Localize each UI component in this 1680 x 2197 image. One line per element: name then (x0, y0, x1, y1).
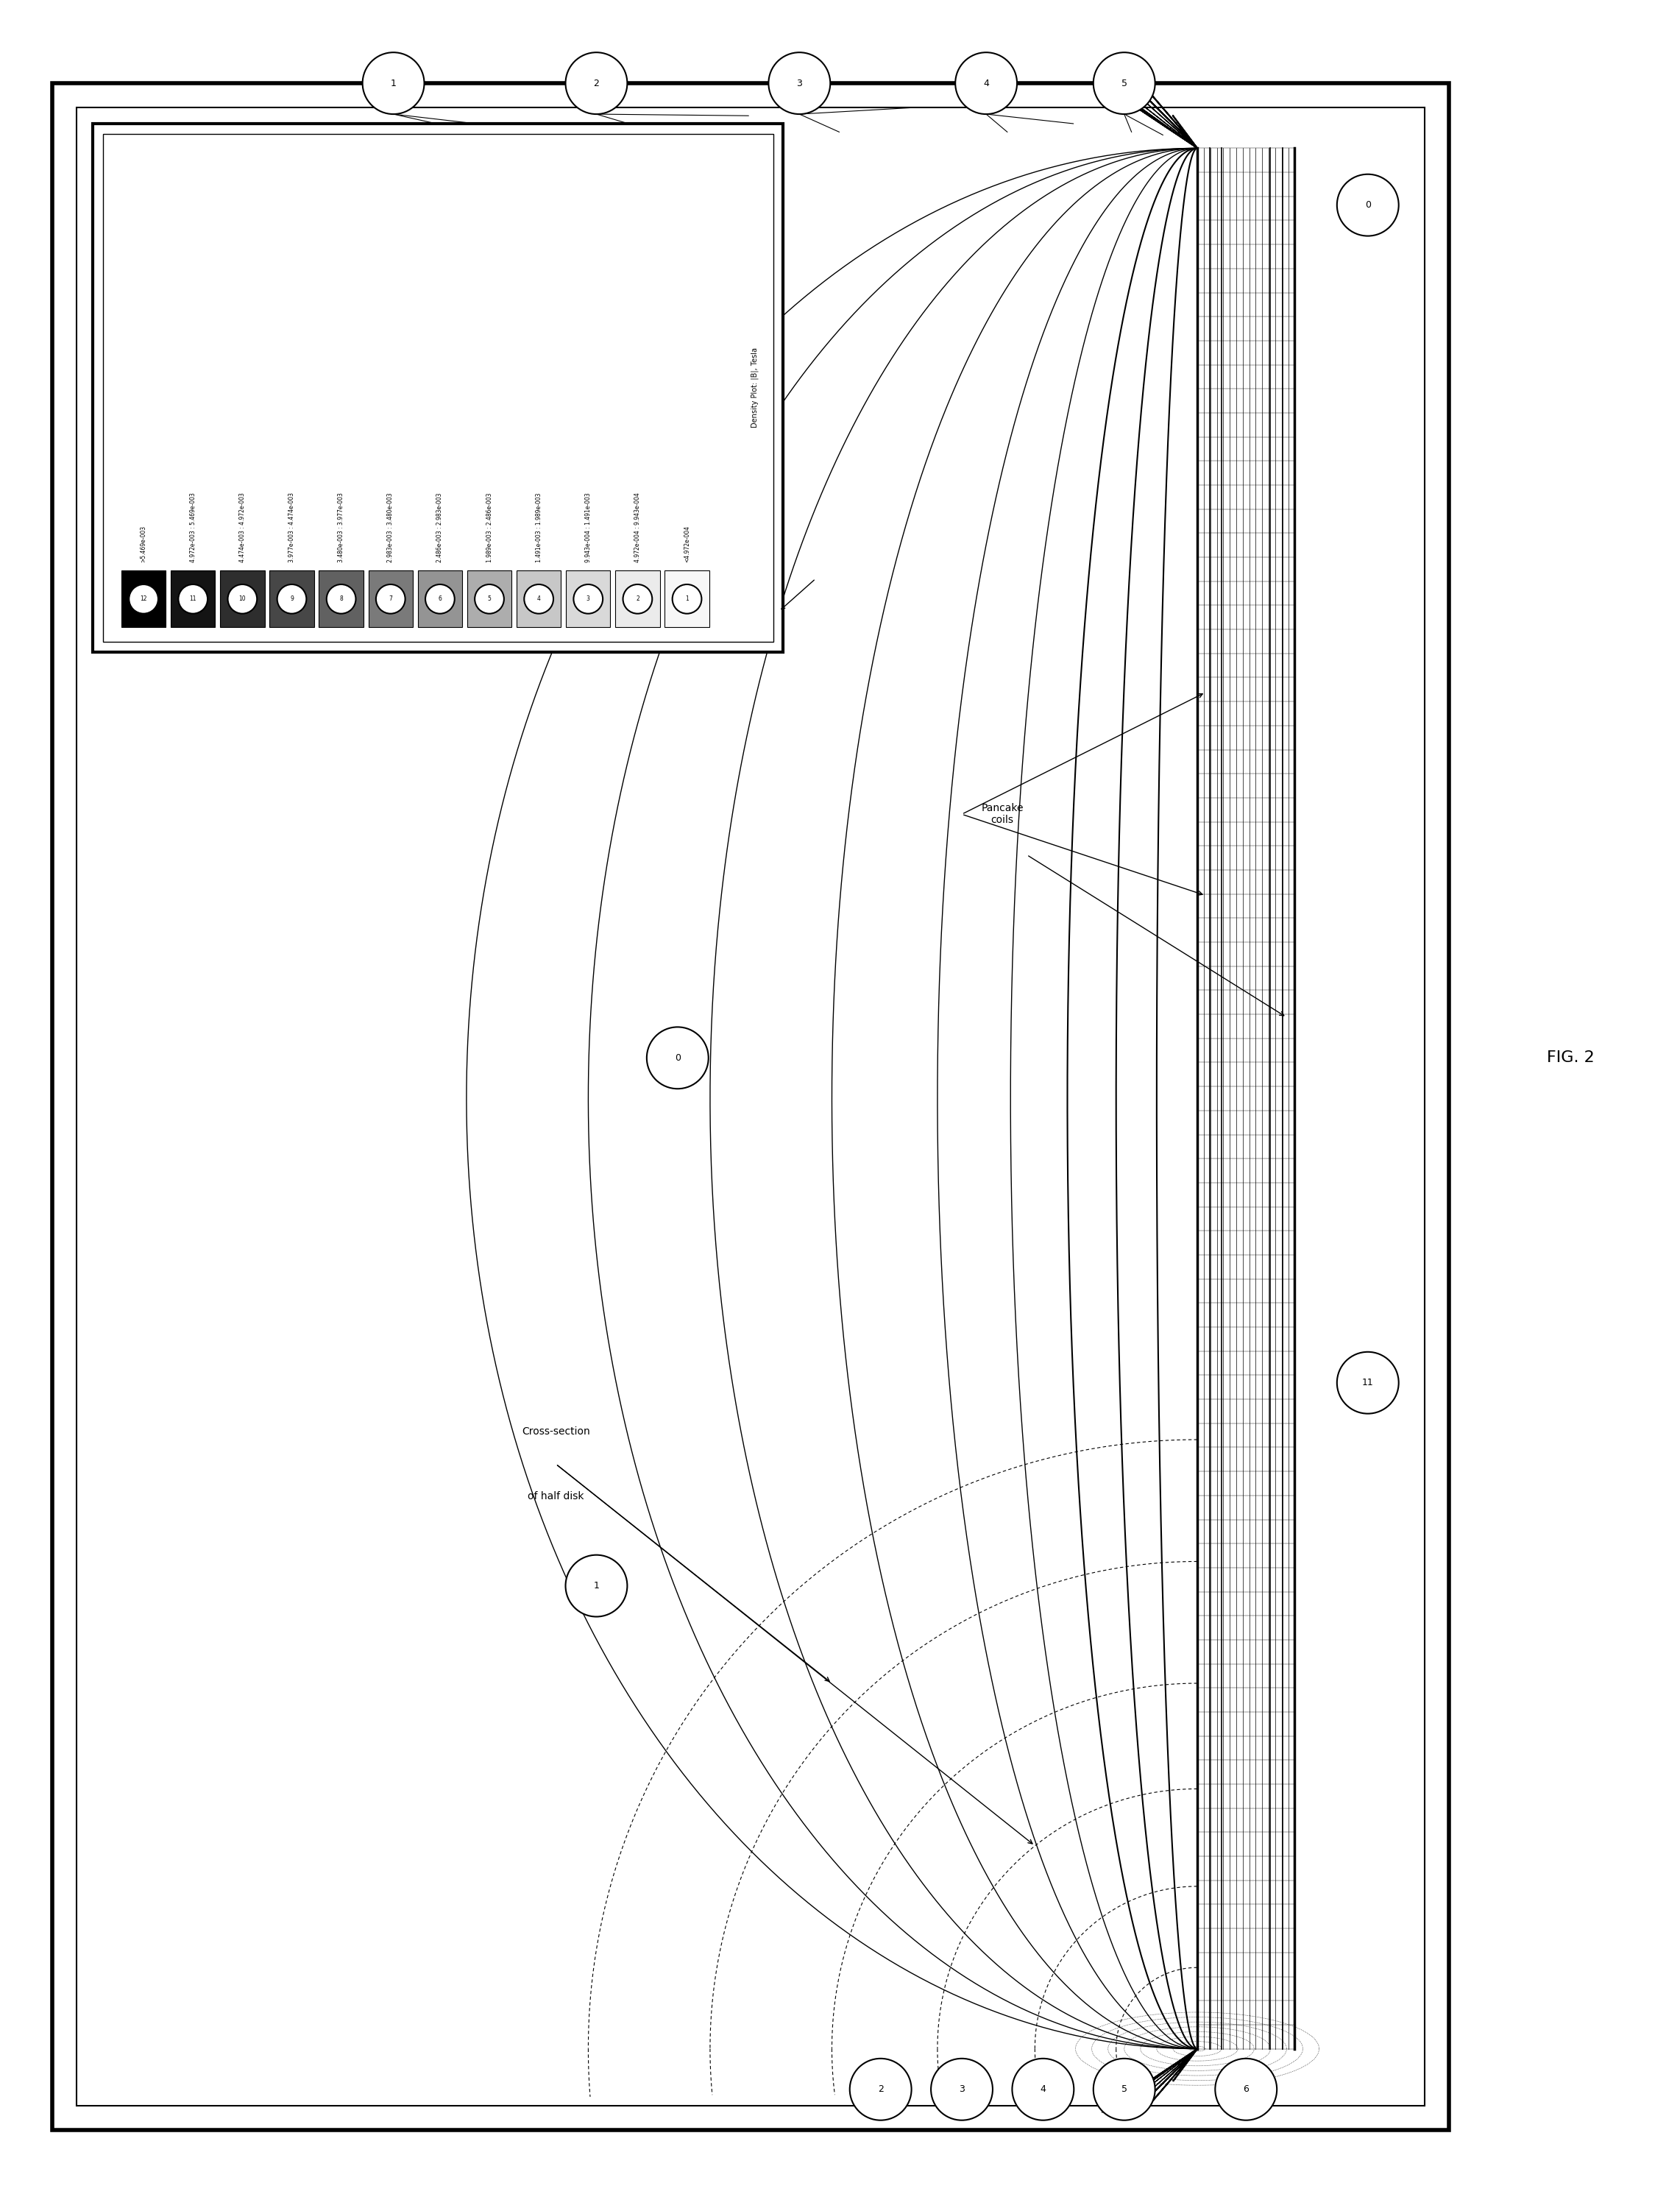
Text: 4: 4 (983, 79, 990, 88)
Text: 4: 4 (1040, 2085, 1047, 2094)
Bar (615, 571, 660, 628)
Circle shape (376, 584, 405, 613)
Bar (102, 134, 773, 642)
Bar (269, 571, 314, 628)
Circle shape (228, 584, 257, 613)
Text: 5: 5 (1121, 2085, 1127, 2094)
Text: Pancake
coils: Pancake coils (981, 804, 1023, 826)
Text: 0: 0 (675, 1052, 680, 1063)
Text: 2: 2 (635, 595, 640, 602)
Circle shape (931, 2059, 993, 2120)
Text: 0: 0 (1364, 200, 1371, 211)
Circle shape (647, 1026, 709, 1090)
Circle shape (672, 584, 702, 613)
Bar (171, 571, 215, 628)
Text: 1.491e-003 : 1.989e-003: 1.491e-003 : 1.989e-003 (536, 492, 543, 562)
Bar (418, 571, 462, 628)
Text: 4.972e-003 : 5.469e-003: 4.972e-003 : 5.469e-003 (190, 492, 197, 562)
Bar (467, 571, 512, 628)
Bar (220, 571, 265, 628)
Text: 6: 6 (438, 595, 442, 602)
Text: 1: 1 (685, 595, 689, 602)
Bar (121, 571, 166, 628)
Text: 8: 8 (339, 595, 343, 602)
Text: 10: 10 (239, 595, 245, 602)
Text: 1: 1 (593, 1582, 600, 1591)
Text: Cross-section: Cross-section (522, 1426, 590, 1437)
Bar (52, 83, 1450, 2129)
Text: 5: 5 (1121, 79, 1127, 88)
Bar (566, 571, 610, 628)
Circle shape (178, 584, 208, 613)
Circle shape (850, 2059, 912, 2120)
Circle shape (277, 584, 306, 613)
Bar (516, 571, 561, 628)
Text: 3: 3 (796, 79, 803, 88)
Circle shape (475, 584, 504, 613)
Text: 3.480e-003 : 3.977e-003: 3.480e-003 : 3.977e-003 (338, 492, 344, 562)
Circle shape (1337, 174, 1399, 235)
Circle shape (566, 1555, 627, 1617)
Text: 9: 9 (291, 595, 294, 602)
Text: of half disk: of half disk (528, 1492, 585, 1501)
Text: 2: 2 (877, 2085, 884, 2094)
Text: >5.469e-003: >5.469e-003 (139, 525, 146, 562)
Text: 2.486e-003 : 2.983e-003: 2.486e-003 : 2.983e-003 (437, 492, 444, 562)
Circle shape (1337, 1351, 1399, 1413)
Bar (319, 571, 363, 628)
Circle shape (1094, 53, 1156, 114)
Circle shape (1215, 2059, 1277, 2120)
Circle shape (363, 53, 425, 114)
Circle shape (573, 584, 603, 613)
Circle shape (524, 584, 553, 613)
Text: 1.989e-003 : 2.486e-003: 1.989e-003 : 2.486e-003 (486, 492, 492, 562)
Circle shape (326, 584, 356, 613)
Circle shape (623, 584, 652, 613)
Text: 5: 5 (487, 595, 491, 602)
Circle shape (566, 53, 627, 114)
Bar (92, 123, 783, 653)
Text: 3.977e-003 : 4.474e-003: 3.977e-003 : 4.474e-003 (289, 492, 296, 562)
Text: 11: 11 (190, 595, 197, 602)
Text: FIG. 2: FIG. 2 (1547, 1050, 1594, 1066)
Text: <4.972e-004: <4.972e-004 (684, 525, 690, 562)
Text: 6: 6 (1243, 2085, 1248, 2094)
Text: 11: 11 (1362, 1378, 1374, 1389)
Text: 3: 3 (586, 595, 590, 602)
Text: 2: 2 (593, 79, 600, 88)
Bar (665, 571, 709, 628)
Text: Density Plot: |B|, Tesla: Density Plot: |B|, Tesla (751, 347, 759, 428)
Text: 7: 7 (388, 595, 393, 602)
Text: 12: 12 (139, 595, 148, 602)
Text: 9.943e-004 : 1.491e-003: 9.943e-004 : 1.491e-003 (585, 492, 591, 562)
Text: 1: 1 (390, 79, 396, 88)
Text: 2.983e-003 : 3.480e-003: 2.983e-003 : 3.480e-003 (388, 492, 393, 562)
Bar (368, 571, 413, 628)
Circle shape (129, 584, 158, 613)
Circle shape (1094, 2059, 1156, 2120)
Bar (77, 108, 1425, 2105)
Text: 4.474e-003 : 4.972e-003: 4.474e-003 : 4.972e-003 (239, 492, 245, 562)
Circle shape (768, 53, 830, 114)
Circle shape (425, 584, 455, 613)
Text: 4: 4 (538, 595, 541, 602)
Circle shape (956, 53, 1016, 114)
Text: 4.972e-004 : 9.943e-004: 4.972e-004 : 9.943e-004 (635, 492, 640, 562)
Circle shape (1011, 2059, 1074, 2120)
Text: 3: 3 (959, 2085, 964, 2094)
